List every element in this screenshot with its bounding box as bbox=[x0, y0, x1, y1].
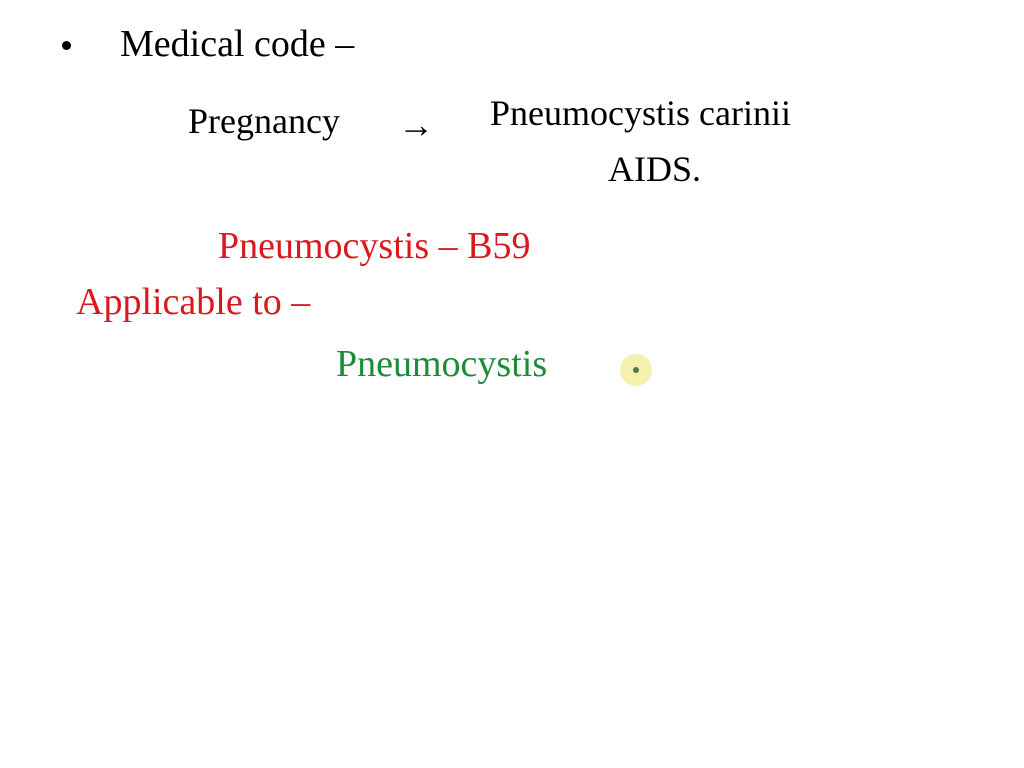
pneumocystis-green-text: Pneumocystis bbox=[336, 342, 547, 386]
title-text: Medical code – bbox=[120, 22, 354, 66]
pneumocystis-carinii-text: Pneumocystis carinii bbox=[490, 92, 791, 134]
pregnancy-text: Pregnancy bbox=[188, 100, 340, 142]
aids-text: AIDS. bbox=[608, 148, 701, 190]
cursor-dot-icon bbox=[633, 367, 639, 373]
applicable-to-text: Applicable to – bbox=[76, 280, 310, 324]
arrow-right-icon: → bbox=[398, 104, 434, 146]
cursor-highlight-icon bbox=[620, 354, 652, 386]
pneumocystis-code-text: Pneumocystis – B59 bbox=[218, 224, 530, 268]
bullet-point bbox=[62, 41, 71, 50]
